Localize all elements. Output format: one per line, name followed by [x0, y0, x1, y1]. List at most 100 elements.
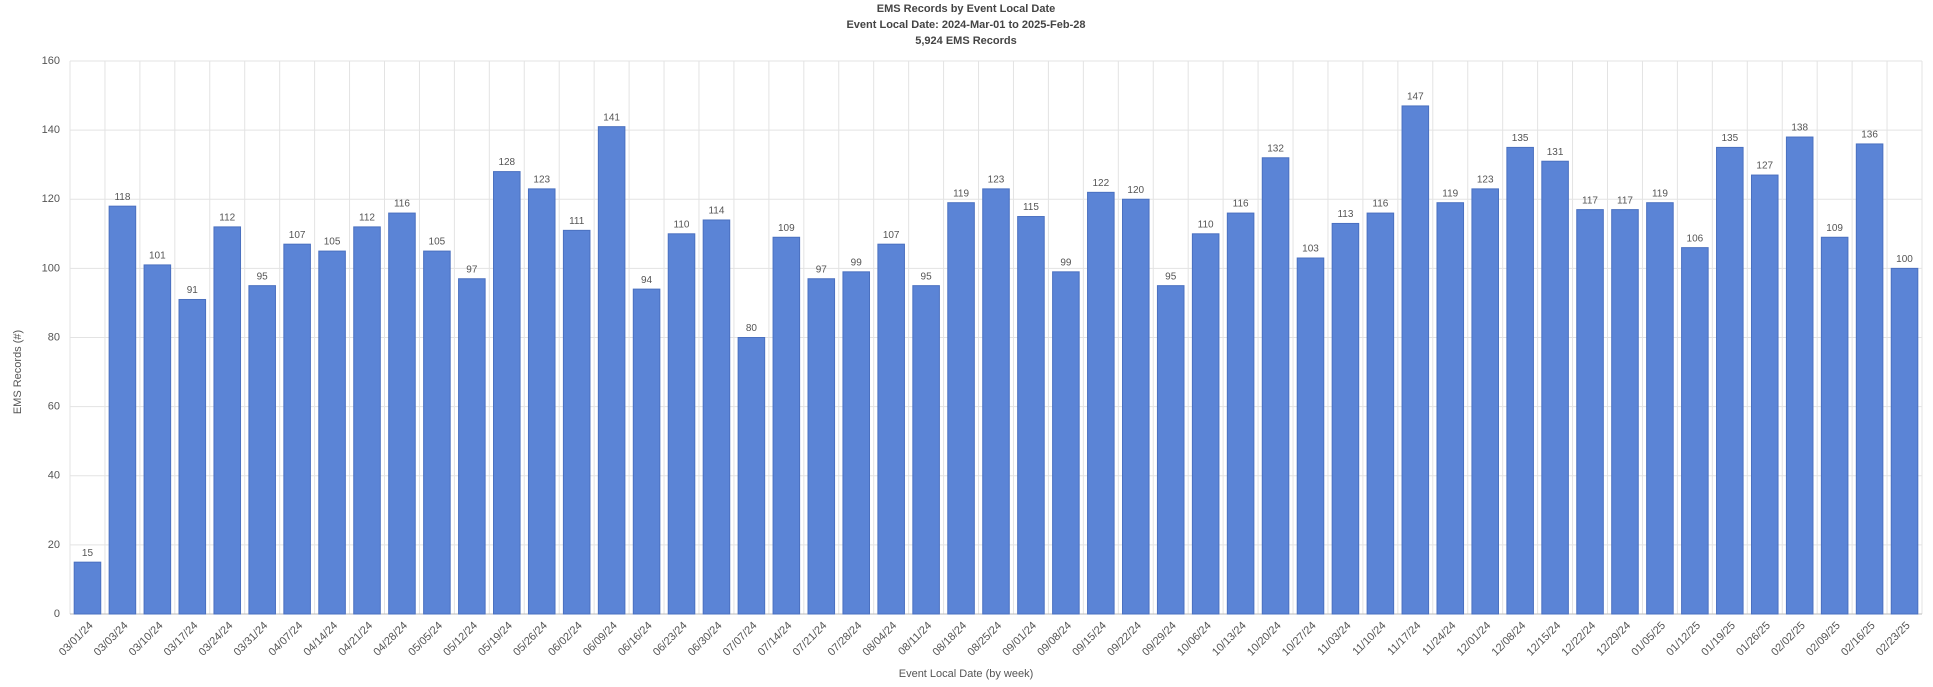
data-label: 97: [816, 264, 828, 275]
x-tick-label: 06/09/24: [581, 620, 620, 659]
data-label: 97: [466, 264, 478, 275]
x-tick-label: 03/03/24: [92, 620, 131, 659]
x-tick-label: 02/16/25: [1839, 620, 1878, 659]
bar: [1296, 257, 1325, 615]
data-label: 110: [1198, 219, 1214, 230]
data-label: 100: [1896, 254, 1913, 265]
chart-title: EMS Records by Event Local Date: [877, 3, 1056, 15]
x-tick-label: 09/29/24: [1140, 620, 1179, 659]
x-tick-label: 03/24/24: [197, 620, 236, 659]
bar: [108, 205, 137, 615]
data-label: 95: [1165, 271, 1177, 282]
x-tick-label: 04/14/24: [301, 620, 340, 659]
bar: [1226, 212, 1255, 615]
bar: [213, 226, 242, 615]
x-tick-label: 11/24/24: [1420, 620, 1458, 658]
bar: [632, 288, 661, 615]
x-tick-label: 06/02/24: [546, 620, 585, 659]
y-tick-label: 100: [42, 262, 60, 274]
x-tick-label: 12/08/24: [1490, 620, 1529, 659]
bar: [1471, 188, 1499, 615]
bar: [1785, 136, 1814, 615]
x-tick-label: 06/16/24: [616, 620, 655, 659]
bar: [772, 236, 801, 615]
x-tick-label: 11/10/24: [1350, 620, 1388, 658]
x-axis-label: Event Local Date (by week): [899, 668, 1034, 680]
y-tick-label: 120: [42, 193, 60, 205]
x-tick-label: 12/15/24: [1525, 620, 1564, 659]
x-tick-label: 02/02/25: [1769, 620, 1808, 659]
bar: [982, 188, 1010, 615]
x-tick-label: 09/08/24: [1035, 620, 1074, 659]
bar: [318, 250, 346, 615]
x-tick-label: 02/23/25: [1874, 620, 1913, 659]
bar: [1331, 222, 1360, 615]
bar: [423, 250, 451, 615]
bar: [1541, 160, 1569, 615]
x-tick-label: 03/10/24: [127, 620, 166, 659]
data-label: 95: [257, 271, 269, 282]
y-tick-label: 40: [48, 470, 60, 482]
data-label: 110: [674, 219, 690, 230]
bar: [283, 243, 311, 615]
x-tick-label: 07/21/24: [791, 620, 830, 659]
data-label: 105: [429, 237, 446, 248]
data-label: 109: [1826, 223, 1843, 234]
x-tick-label: 12/29/24: [1594, 620, 1633, 659]
data-label: 117: [1617, 195, 1633, 206]
data-label: 115: [1023, 202, 1039, 213]
x-tick-label: 06/23/24: [651, 620, 690, 659]
x-tick-label: 04/28/24: [371, 620, 410, 659]
bar: [353, 226, 381, 615]
y-tick-label: 160: [42, 55, 60, 67]
data-label: 116: [1372, 199, 1388, 210]
data-label: 116: [1233, 199, 1249, 210]
chart-caption: 5,924 EMS Records: [915, 35, 1017, 47]
data-label: 103: [1302, 244, 1319, 255]
x-tick-label: 01/12/25: [1664, 620, 1703, 659]
chart-subtitle: Event Local Date: 2024-Mar-01 to 2025-Fe…: [846, 19, 1085, 31]
data-label: 117: [1582, 195, 1598, 206]
data-label: 95: [921, 271, 933, 282]
data-label: 99: [851, 257, 863, 268]
bar: [1890, 267, 1919, 615]
data-label: 107: [883, 230, 900, 241]
bar: [1681, 247, 1709, 615]
data-label: 132: [1267, 143, 1284, 154]
bar: [842, 271, 871, 615]
x-tick-label: 02/09/25: [1804, 620, 1843, 659]
x-tick-label: 10/27/24: [1280, 620, 1319, 659]
bar: [877, 243, 905, 615]
y-tick-label: 20: [48, 539, 60, 551]
bar: [1576, 209, 1604, 615]
y-tick-label: 80: [48, 331, 60, 343]
x-tick-label: 06/30/24: [686, 620, 725, 659]
x-tick-label: 10/20/24: [1245, 620, 1284, 659]
data-label: 135: [1721, 133, 1738, 144]
data-label: 112: [219, 213, 235, 224]
bar: [248, 285, 276, 615]
x-tick-label: 08/18/24: [930, 620, 969, 659]
data-label: 118: [114, 192, 130, 203]
bar: [702, 219, 731, 615]
bar: [1855, 143, 1884, 615]
y-tick-label: 140: [42, 124, 60, 136]
x-tick-label: 12/01/24: [1455, 620, 1494, 659]
bar: [178, 298, 207, 615]
bar: [143, 264, 172, 615]
x-tick-label: 07/14/24: [756, 620, 795, 659]
data-label: 119: [953, 188, 969, 199]
data-label: 99: [1060, 257, 1072, 268]
bar: [1017, 216, 1045, 615]
bar: [947, 202, 975, 615]
x-tick-label: 11/03/24: [1315, 620, 1353, 658]
data-label: 138: [1791, 123, 1808, 134]
x-tick-label: 09/01/24: [1000, 620, 1039, 659]
data-label: 15: [82, 548, 94, 559]
data-label: 105: [324, 237, 341, 248]
x-tick-label: 08/25/24: [965, 620, 1004, 659]
x-tick-label: 11/17/24: [1385, 620, 1423, 658]
x-tick-label: 04/07/24: [267, 620, 306, 659]
data-label: 131: [1547, 147, 1564, 158]
